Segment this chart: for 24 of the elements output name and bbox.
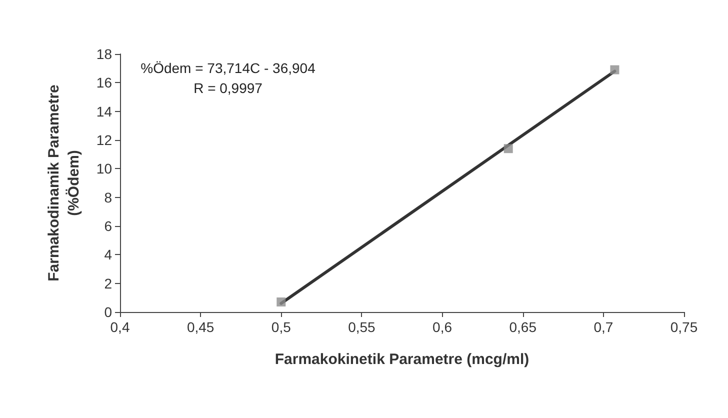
x-tick-label: 0,5 [271,319,292,335]
x-tick-label: 0,6 [432,319,452,335]
y-tick-label: 0 [104,304,112,320]
x-tick-label: 0,65 [509,319,537,335]
x-tick-label: 0,7 [594,319,614,335]
x-tick-label: 0,4 [110,319,130,335]
x-tick-label: 0,75 [670,319,698,335]
y-tick-label: 16 [96,74,112,91]
x-axis-title: Farmakokinetik Parametre (mcg/ml) [274,351,530,368]
y-tick-label: 4 [104,246,112,263]
y-tick-label: 8 [104,189,112,206]
y-axis-title: Farmakodinamik Parametre (%Ödem) [46,84,82,282]
point [276,297,286,306]
y-tick-label: 6 [104,218,112,234]
y-tick-label: 18 [96,46,112,62]
annotation: %Ödem = 73,714C - 36,904 R = 0,9997 [140,60,316,96]
y-tick-label: 10 [96,160,112,177]
x-tick-label: 0,45 [186,319,214,335]
point [504,144,513,154]
point [610,65,620,74]
y-tick-label: 2 [104,275,112,292]
y-tick-label: 12 [96,132,112,148]
y-tick-label: 14 [96,103,112,120]
x-tick-label: 0,55 [348,319,376,335]
